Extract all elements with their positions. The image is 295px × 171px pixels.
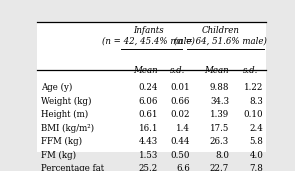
Text: 6.6: 6.6 <box>176 165 190 171</box>
Text: 1.53: 1.53 <box>139 151 158 160</box>
Text: 4.43: 4.43 <box>139 137 158 146</box>
Text: 22.7: 22.7 <box>210 165 229 171</box>
Text: 0.24: 0.24 <box>139 83 158 92</box>
Text: 8.0: 8.0 <box>215 151 229 160</box>
Text: 26.3: 26.3 <box>210 137 229 146</box>
Text: 16.1: 16.1 <box>139 124 158 133</box>
Text: 1.22: 1.22 <box>244 83 263 92</box>
Text: 5.8: 5.8 <box>249 137 263 146</box>
Text: 1.4: 1.4 <box>176 124 190 133</box>
Text: 1.39: 1.39 <box>210 110 229 119</box>
Text: 17.5: 17.5 <box>209 124 229 133</box>
Text: 2.4: 2.4 <box>250 124 263 133</box>
Text: 8.3: 8.3 <box>250 97 263 106</box>
Text: (n = 42, 45.4% male): (n = 42, 45.4% male) <box>102 37 195 46</box>
FancyBboxPatch shape <box>37 22 266 152</box>
Text: 7.8: 7.8 <box>249 165 263 171</box>
Text: s.d.: s.d. <box>170 66 185 75</box>
Text: Age (y): Age (y) <box>41 83 73 92</box>
Text: FM (kg): FM (kg) <box>41 151 77 160</box>
Text: Percentage fat: Percentage fat <box>41 165 104 171</box>
Text: 25.2: 25.2 <box>139 165 158 171</box>
Text: 6.06: 6.06 <box>139 97 158 106</box>
Text: Infants: Infants <box>134 26 164 35</box>
Text: Mean: Mean <box>204 66 229 75</box>
Text: 0.44: 0.44 <box>171 137 190 146</box>
Text: 0.10: 0.10 <box>244 110 263 119</box>
Text: (n = 64, 51.6% male): (n = 64, 51.6% male) <box>174 37 267 46</box>
Text: Weight (kg): Weight (kg) <box>41 97 92 106</box>
Text: FFM (kg): FFM (kg) <box>41 137 83 146</box>
Text: 0.02: 0.02 <box>171 110 190 119</box>
Text: 0.66: 0.66 <box>171 97 190 106</box>
Text: 4.0: 4.0 <box>249 151 263 160</box>
Text: Children: Children <box>202 26 240 35</box>
Text: 9.88: 9.88 <box>209 83 229 92</box>
Text: 34.3: 34.3 <box>210 97 229 106</box>
Text: s.d.: s.d. <box>243 66 258 75</box>
Text: 0.01: 0.01 <box>171 83 190 92</box>
Text: Height (m): Height (m) <box>41 110 89 119</box>
Text: 0.50: 0.50 <box>171 151 190 160</box>
Text: BMI (kg/m²): BMI (kg/m²) <box>41 124 95 133</box>
Text: 0.61: 0.61 <box>139 110 158 119</box>
Text: Mean: Mean <box>133 66 158 75</box>
